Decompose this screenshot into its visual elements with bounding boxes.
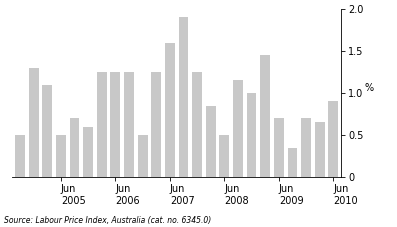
Bar (138, 135, 148, 177)
Text: Source: Labour Price Index, Australia (cat. no. 6345.0): Source: Labour Price Index, Australia (c… (4, 216, 211, 225)
Bar (206, 106, 216, 177)
Bar (29, 68, 39, 177)
Bar (69, 118, 79, 177)
Bar (42, 85, 52, 177)
Bar (15, 135, 25, 177)
Bar (165, 43, 175, 177)
Bar (247, 93, 256, 177)
Bar (56, 135, 66, 177)
Bar (192, 72, 202, 177)
Bar (328, 101, 338, 177)
Bar (220, 135, 229, 177)
Bar (83, 127, 93, 177)
Bar (315, 123, 324, 177)
Bar (260, 55, 270, 177)
Bar (179, 17, 188, 177)
Bar (110, 72, 120, 177)
Bar (233, 81, 243, 177)
Bar (124, 72, 134, 177)
Bar (287, 148, 297, 177)
Y-axis label: %: % (365, 83, 374, 93)
Bar (151, 72, 161, 177)
Bar (301, 118, 311, 177)
Bar (97, 72, 107, 177)
Bar (274, 118, 284, 177)
